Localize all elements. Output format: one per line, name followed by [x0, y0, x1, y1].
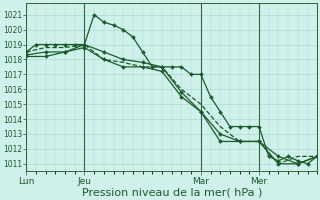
X-axis label: Pression niveau de la mer( hPa ): Pression niveau de la mer( hPa )	[82, 187, 262, 197]
